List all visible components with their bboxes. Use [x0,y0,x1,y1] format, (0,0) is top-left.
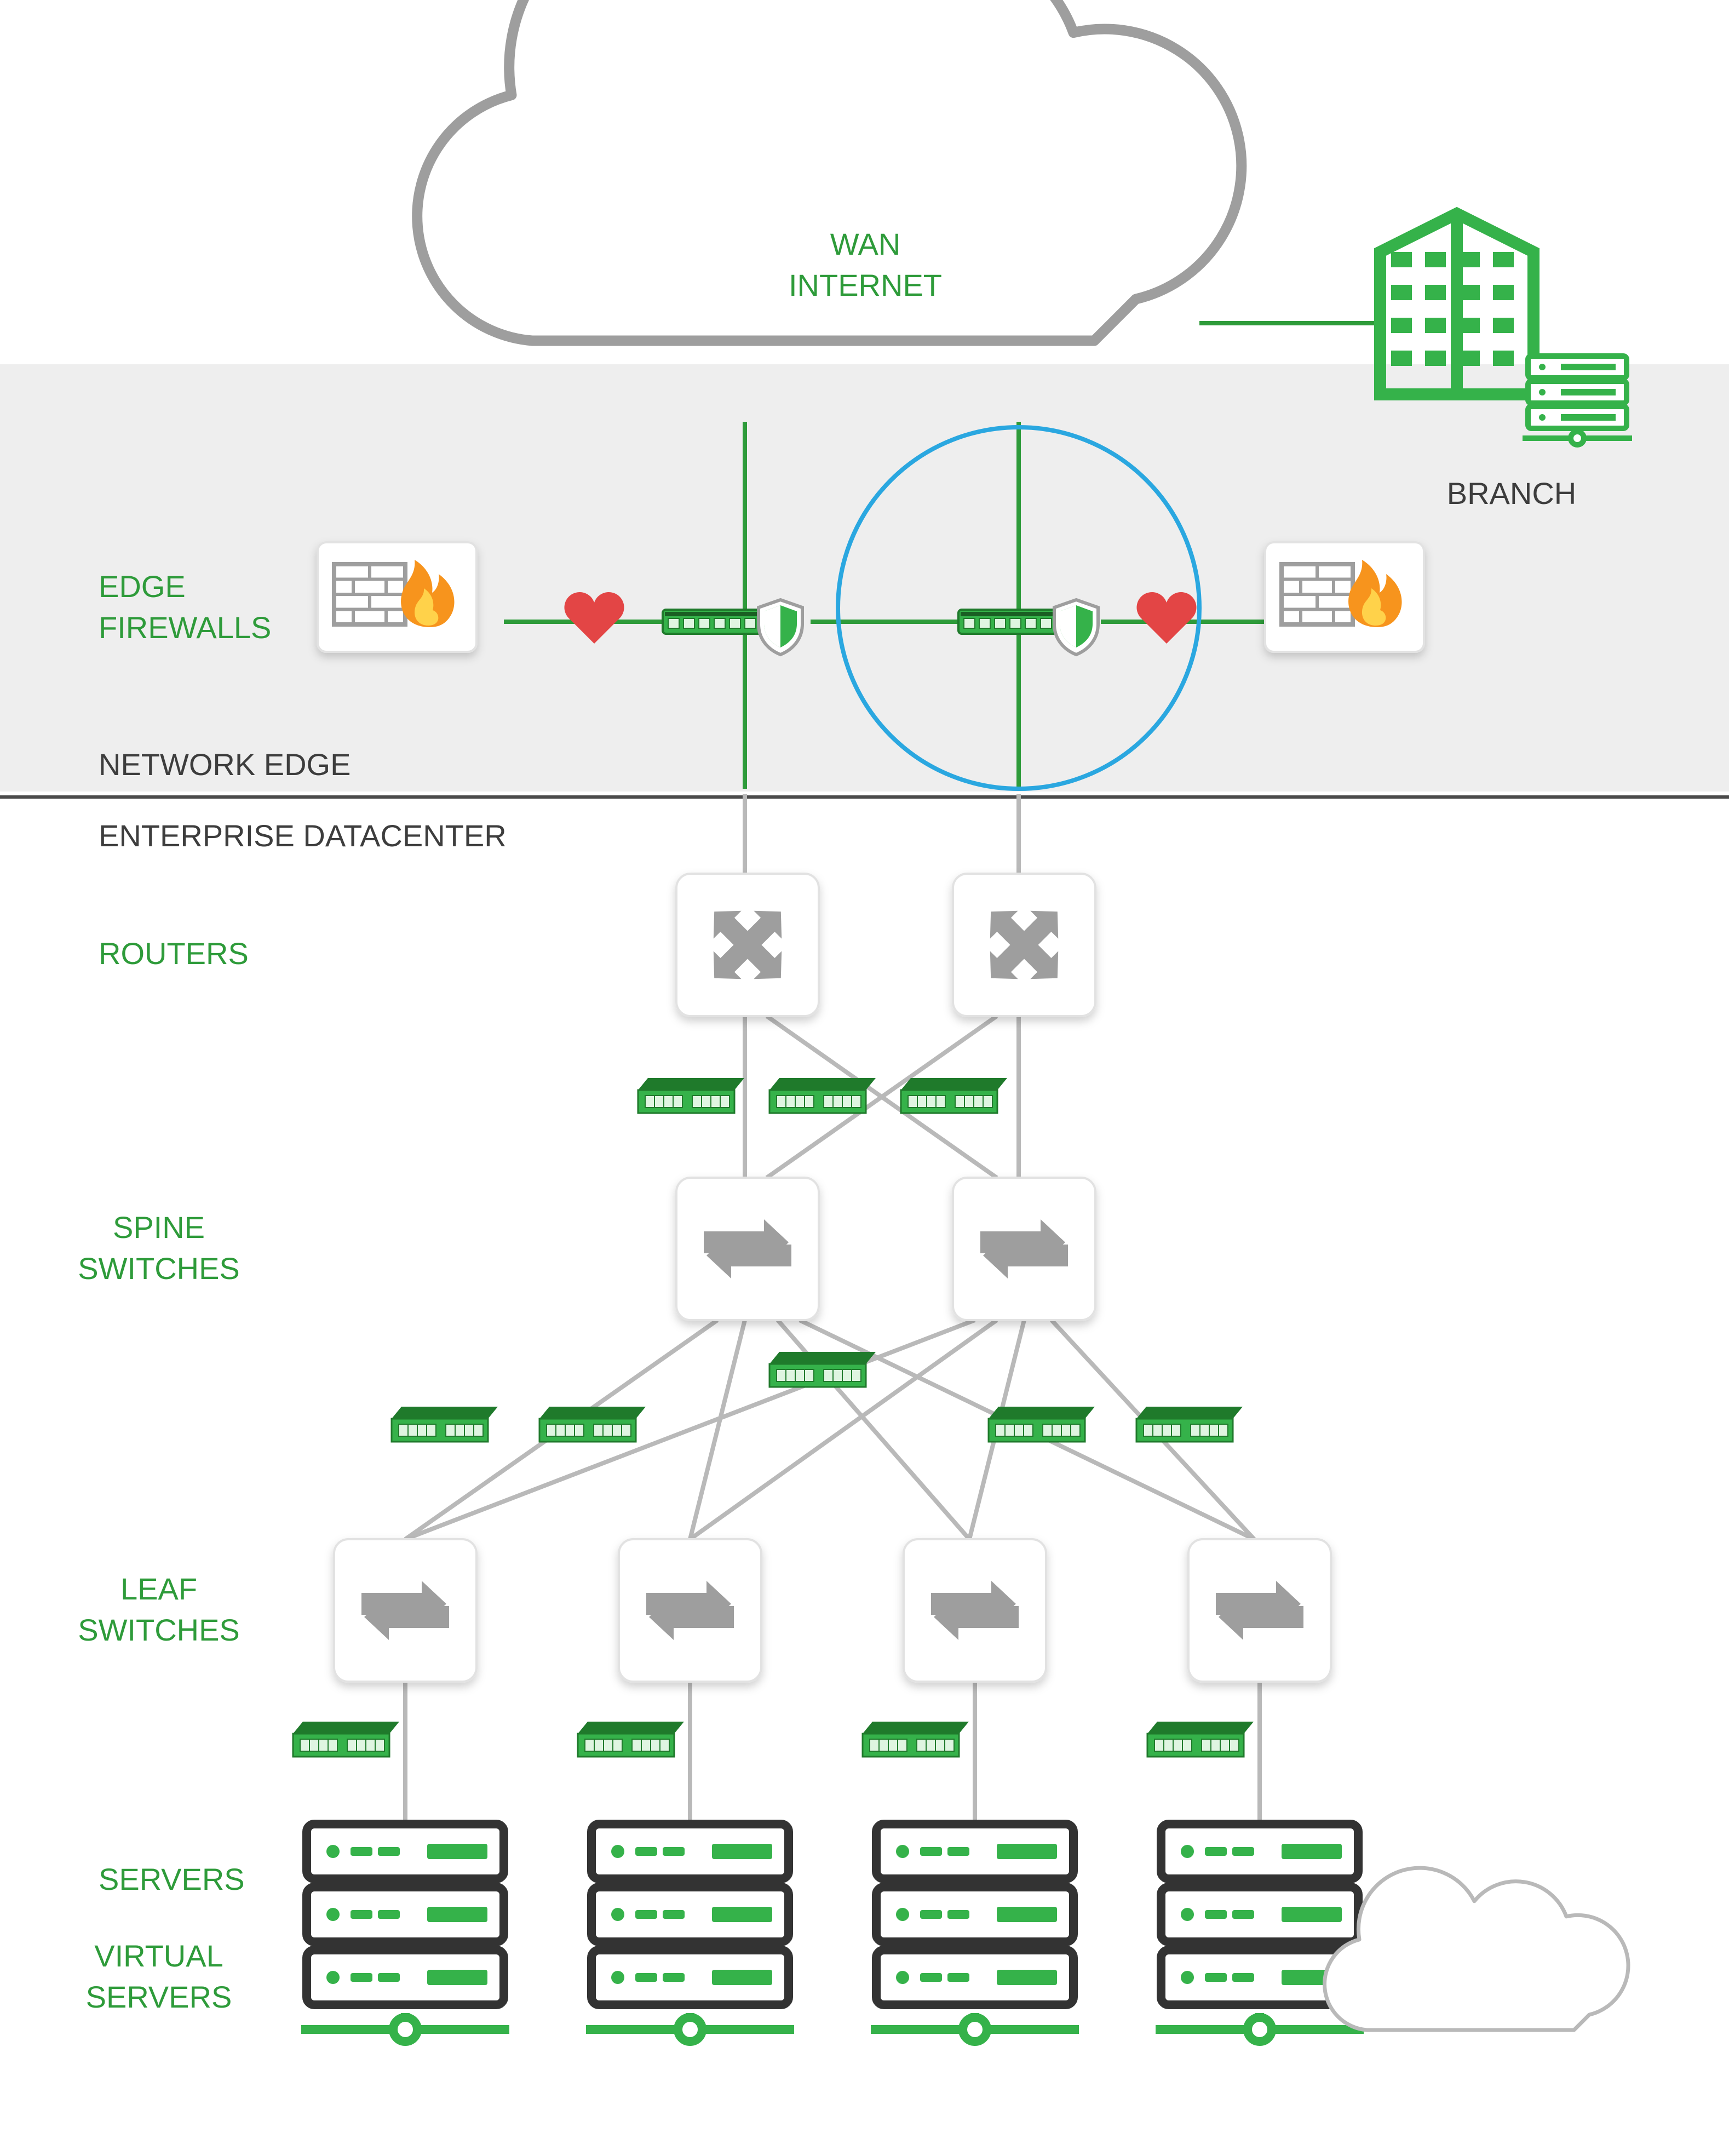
label-labels-edge1: EDGE [99,569,186,604]
mini-switch-r1-0 [638,1078,744,1113]
label-labels-leaf1: LEAF [120,1572,197,1606]
mini-switch-r2-3 [1136,1407,1243,1442]
server-stack-0 [301,1824,509,2042]
network-edge-band [0,364,1729,792]
mini-switch-r1-1 [769,1078,876,1113]
spine-switch-left [676,1178,819,1320]
mini-switch-r2-2 [989,1407,1095,1442]
leaf-switch-0 [334,1539,476,1682]
leaf-switch-1 [619,1539,761,1682]
firewall-left [318,542,476,652]
mini-switch-r3-1 [578,1722,684,1757]
mini-switch-r3-0 [293,1722,399,1757]
mini-switch-r3-3 [1147,1722,1254,1757]
server-stack-1 [586,1824,794,2042]
label-labels-network_edge: NETWORK EDGE [99,747,351,782]
label-labels-leaf2: SWITCHES [78,1613,240,1647]
router-left [676,874,819,1016]
leaf-switch-3 [1188,1539,1331,1682]
label-labels-wan1: WAN [830,227,901,261]
mini-switch-r2-1 [539,1407,646,1442]
label-labels-wan2: INTERNET [789,268,942,302]
label-labels-servers: SERVERS [99,1862,245,1896]
label-labels-routers: ROUTERS [99,936,249,971]
label-labels-branch: BRANCH [1447,476,1576,511]
label-labels-edge2: FIREWALLS [99,610,271,645]
server-stack-2 [871,1824,1079,2042]
virtual-cloud [1325,1868,1629,2030]
label-labels-spine2: SWITCHES [78,1251,240,1286]
label-labels-datacenter: ENTERPRISE DATACENTER [99,818,507,853]
mini-switch-r2-0 [392,1407,498,1442]
mini-switch-r1-2 [901,1078,1007,1113]
mini-switch-r3-2 [863,1722,969,1757]
mini-switch-center [769,1352,876,1387]
label-labels-spine1: SPINE [113,1210,205,1245]
gray-links [405,794,1260,1824]
leaf-switch-2 [904,1539,1046,1682]
spine-switch-right [953,1178,1095,1320]
label-labels-vservers1: VIRTUAL [94,1939,223,1973]
firewall-right [1265,542,1424,652]
label-labels-vservers2: SERVERS [86,1980,232,2014]
router-right [953,874,1095,1016]
